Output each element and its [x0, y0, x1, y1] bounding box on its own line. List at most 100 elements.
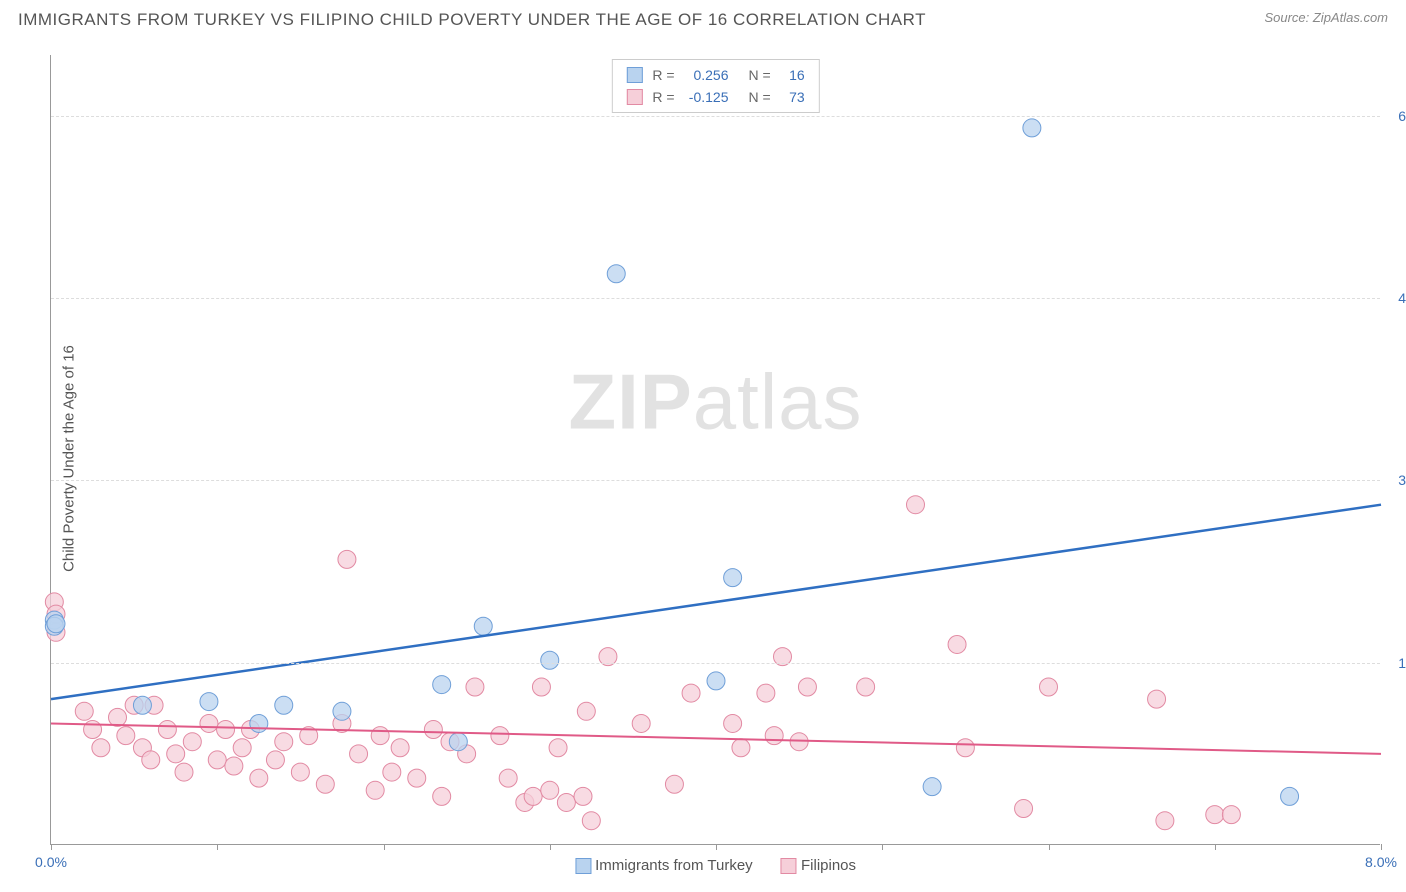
stats-row-filipinos: R = -0.125 N = 73 — [626, 86, 804, 108]
scatter-point-filipinos — [250, 769, 268, 787]
scatter-point-filipinos — [208, 751, 226, 769]
scatter-point-filipinos — [391, 739, 409, 757]
scatter-point-turkey — [275, 696, 293, 714]
scatter-point-turkey — [923, 778, 941, 796]
scatter-point-filipinos — [491, 727, 509, 745]
scatter-point-turkey — [449, 733, 467, 751]
x-tick — [51, 844, 52, 850]
legend-swatch-filipinos — [781, 858, 797, 874]
scatter-point-filipinos — [541, 781, 559, 799]
x-tick — [384, 844, 385, 850]
scatter-point-filipinos — [557, 793, 575, 811]
scatter-point-filipinos — [956, 739, 974, 757]
scatter-point-filipinos — [907, 496, 925, 514]
scatter-point-filipinos — [499, 769, 517, 787]
scatter-point-filipinos — [291, 763, 309, 781]
chart-title: IMMIGRANTS FROM TURKEY VS FILIPINO CHILD… — [18, 10, 926, 30]
scatter-point-turkey — [707, 672, 725, 690]
scatter-point-filipinos — [117, 727, 135, 745]
source-label: Source: ZipAtlas.com — [1264, 10, 1388, 25]
scatter-point-filipinos — [466, 678, 484, 696]
gridline — [51, 480, 1380, 481]
scatter-point-filipinos — [765, 727, 783, 745]
scatter-point-filipinos — [275, 733, 293, 751]
scatter-point-filipinos — [1015, 800, 1033, 818]
stats-legend: R = 0.256 N = 16 R = -0.125 N = 73 — [611, 59, 819, 113]
scatter-point-filipinos — [350, 745, 368, 763]
swatch-filipinos — [626, 89, 642, 105]
scatter-point-filipinos — [798, 678, 816, 696]
x-tick-label: 8.0% — [1365, 854, 1397, 870]
scatter-point-filipinos — [200, 714, 218, 732]
scatter-point-turkey — [200, 693, 218, 711]
legend-label-turkey: Immigrants from Turkey — [595, 857, 753, 874]
scatter-point-filipinos — [757, 684, 775, 702]
scatter-point-filipinos — [158, 721, 176, 739]
scatter-point-turkey — [333, 702, 351, 720]
scatter-point-filipinos — [1040, 678, 1058, 696]
x-tick — [882, 844, 883, 850]
scatter-point-filipinos — [682, 684, 700, 702]
scatter-point-filipinos — [632, 714, 650, 732]
scatter-point-filipinos — [366, 781, 384, 799]
scatter-point-filipinos — [732, 739, 750, 757]
gridline — [51, 663, 1380, 664]
x-tick — [1049, 844, 1050, 850]
scatter-point-turkey — [541, 651, 559, 669]
scatter-point-filipinos — [532, 678, 550, 696]
scatter-point-filipinos — [1156, 812, 1174, 830]
scatter-point-filipinos — [167, 745, 185, 763]
scatter-point-filipinos — [92, 739, 110, 757]
stats-row-turkey: R = 0.256 N = 16 — [626, 64, 804, 86]
trend-line-turkey — [51, 505, 1381, 699]
scatter-point-filipinos — [433, 787, 451, 805]
gridline — [51, 298, 1380, 299]
x-tick — [1215, 844, 1216, 850]
scatter-point-filipinos — [724, 714, 742, 732]
scatter-point-turkey — [1023, 119, 1041, 137]
scatter-point-filipinos — [1206, 806, 1224, 824]
scatter-point-filipinos — [217, 721, 235, 739]
scatter-point-filipinos — [233, 739, 251, 757]
scatter-point-filipinos — [84, 721, 102, 739]
scatter-point-filipinos — [574, 787, 592, 805]
chart-plot-area: Child Poverty Under the Age of 16 ZIPatl… — [50, 55, 1380, 845]
y-tick-label: 60.0% — [1398, 108, 1406, 124]
scatter-point-filipinos — [316, 775, 334, 793]
scatter-point-filipinos — [948, 635, 966, 653]
scatter-point-filipinos — [266, 751, 284, 769]
x-tick — [1381, 844, 1382, 850]
legend-label-filipinos: Filipinos — [801, 857, 856, 874]
x-tick-label: 0.0% — [35, 854, 67, 870]
y-tick-label: 30.0% — [1398, 472, 1406, 488]
scatter-point-filipinos — [338, 550, 356, 568]
scatter-point-filipinos — [582, 812, 600, 830]
scatter-point-filipinos — [75, 702, 93, 720]
y-tick-label: 15.0% — [1398, 655, 1406, 671]
scatter-point-turkey — [607, 265, 625, 283]
scatter-point-filipinos — [524, 787, 542, 805]
scatter-point-filipinos — [225, 757, 243, 775]
scatter-point-filipinos — [109, 708, 127, 726]
x-tick — [550, 844, 551, 850]
scatter-point-filipinos — [408, 769, 426, 787]
scatter-point-filipinos — [142, 751, 160, 769]
scatter-point-turkey — [433, 676, 451, 694]
scatter-point-filipinos — [549, 739, 567, 757]
scatter-point-turkey — [47, 615, 65, 633]
scatter-point-filipinos — [383, 763, 401, 781]
scatter-point-turkey — [724, 569, 742, 587]
swatch-turkey — [626, 67, 642, 83]
series-legend: Immigrants from Turkey Filipinos — [563, 857, 868, 874]
scatter-point-turkey — [474, 617, 492, 635]
scatter-point-filipinos — [1148, 690, 1166, 708]
x-tick — [716, 844, 717, 850]
scatter-point-filipinos — [1222, 806, 1240, 824]
gridline — [51, 116, 1380, 117]
scatter-point-filipinos — [371, 727, 389, 745]
scatter-point-filipinos — [577, 702, 595, 720]
scatter-point-filipinos — [665, 775, 683, 793]
scatter-point-filipinos — [857, 678, 875, 696]
scatter-point-turkey — [250, 714, 268, 732]
x-tick — [217, 844, 218, 850]
